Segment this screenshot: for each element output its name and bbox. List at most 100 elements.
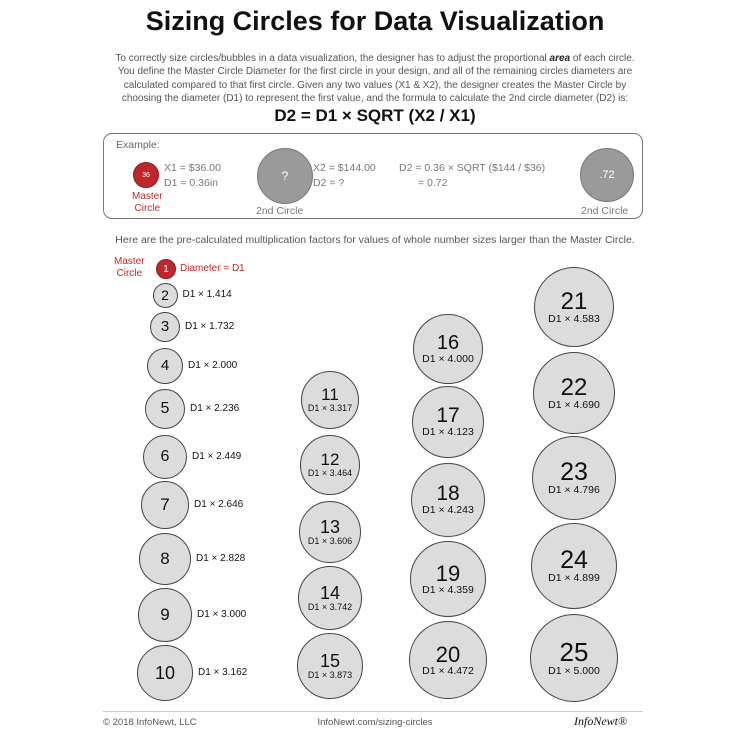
example-d1: D1 = 0.36in xyxy=(164,177,218,189)
circle-number: 2 xyxy=(161,286,169,303)
circle-factor-label: D1 × 2.828 xyxy=(196,553,246,564)
circle-factor-label: D1 × 1.732 xyxy=(185,321,235,332)
circle-number: 19 xyxy=(435,560,461,586)
footer-divider xyxy=(103,711,643,712)
circle-number: 10 xyxy=(154,662,176,683)
circle-factor-label: D1 × 4.583 xyxy=(548,312,600,325)
example-x1: X1 = $36.00 xyxy=(164,162,221,174)
circle-factor-label: D1 × 5.000 xyxy=(548,664,600,677)
size-circle-23: 23 D1 × 4.796 xyxy=(532,436,616,520)
size-circle-22: 22 D1 × 4.690 xyxy=(533,352,615,434)
size-circle-17: 17 D1 × 4.123 xyxy=(412,386,484,458)
formula: D2 = D1 × SQRT (X2 / X1) xyxy=(274,106,476,125)
footer-url[interactable]: InfoNewt.com/sizing-circles xyxy=(317,717,433,728)
example-result-circle: .72 xyxy=(580,148,634,202)
example-second-caption: 2nd Circle xyxy=(256,205,304,217)
example-master-caption-line2: Circle xyxy=(134,203,161,214)
master-legend-caption: Master Circle xyxy=(114,256,145,280)
footer-copyright: © 2018 InfoNewt, LLC xyxy=(103,717,197,728)
circle-number: 11 xyxy=(321,385,339,405)
circle-factor-label: D1 × 4.243 xyxy=(422,504,474,517)
circle-number: 7 xyxy=(160,495,170,515)
factors-note: Here are the pre-calculated multiplicati… xyxy=(115,234,635,246)
circle-factor-label: D1 × 1.414 xyxy=(182,289,232,300)
size-circle-24: 24 D1 × 4.899 xyxy=(531,523,617,609)
circle-factor-label: D1 × 2.236 xyxy=(190,403,240,414)
circle-number: 25 xyxy=(559,636,589,667)
example-master-caption: Master Circle xyxy=(132,191,163,215)
size-circle-4: 4 xyxy=(147,348,183,384)
circle-factor-label: D1 × 2.000 xyxy=(188,360,238,371)
circle-factor-label: D1 × 4.123 xyxy=(422,426,474,439)
circle-factor-label: D1 × 3.606 xyxy=(307,535,353,546)
circle-factor-label: D1 × 4.796 xyxy=(548,484,600,497)
size-circle-18: 18 D1 × 4.243 xyxy=(411,463,485,537)
circle-number: 14 xyxy=(319,582,341,603)
size-circle-6: 6 xyxy=(143,435,187,479)
example-master-circle: 36 xyxy=(133,162,159,188)
circle-factor-label: D1 × 4.000 xyxy=(422,352,474,365)
circle-factor-label: D1 × 2.449 xyxy=(192,451,242,462)
circle-number: 13 xyxy=(319,516,341,537)
size-circle-2: 2 xyxy=(152,282,178,308)
circle-number: 22 xyxy=(560,373,588,401)
master-legend-caption-line2: Circle xyxy=(116,268,143,279)
intro-emphasis: area xyxy=(549,53,571,64)
circle-number: 18 xyxy=(436,482,460,506)
circle-factor-label: D1 × 4.899 xyxy=(548,572,600,585)
circle-factor-label: D1 × 3.742 xyxy=(307,601,353,612)
size-circle-21: 21 D1 × 4.583 xyxy=(534,267,614,347)
size-circle-20: 20 D1 × 4.472 xyxy=(409,621,487,699)
example-result-value: .72 xyxy=(599,169,615,181)
size-circle-25: 25 D1 × 5.000 xyxy=(530,614,618,702)
circle-number: 4 xyxy=(160,357,170,375)
size-circle-7: 7 xyxy=(141,481,189,529)
circle-factor-label: D1 × 3.873 xyxy=(307,669,353,680)
intro-part2: of each circle. You define the Master Ci… xyxy=(117,53,635,104)
circle-number: 5 xyxy=(160,399,170,417)
circle-factor-label: D1 × 4.690 xyxy=(548,398,600,411)
example-box: Example: 36 Master Circle X1 = $36.00 D1… xyxy=(103,133,643,219)
circle-factor-label: D1 × 2.646 xyxy=(194,499,244,510)
example-label: Example: xyxy=(116,139,160,151)
example-x2: X2 = $144.00 xyxy=(313,162,376,174)
circle-factor-label: D1 × 3.317 xyxy=(307,402,353,413)
circle-factor-label: D1 × 3.162 xyxy=(198,667,248,678)
example-second-circle: ? xyxy=(257,148,313,204)
size-circle-8: 8 xyxy=(139,533,191,585)
size-circle-11: 11 D1 × 3.317 xyxy=(301,371,359,429)
intro-paragraph: To correctly size circles/bubbles in a d… xyxy=(110,52,640,105)
size-circle-14: 14 D1 × 3.742 xyxy=(298,566,362,630)
size-circle-19: 19 D1 × 4.359 xyxy=(410,541,486,617)
master-circle: 1 xyxy=(156,259,176,279)
page-title: Sizing Circles for Data Visualization xyxy=(145,6,605,36)
size-circle-5: 5 xyxy=(145,389,185,429)
size-circle-13: 13 D1 × 3.606 xyxy=(299,501,361,563)
example-master-value: 36 xyxy=(142,171,150,179)
circle-number: 15 xyxy=(319,650,341,671)
circle-number: 6 xyxy=(160,447,170,465)
intro-part1: To correctly size circles/bubbles in a d… xyxy=(115,53,550,64)
size-circle-16: 16 D1 × 4.000 xyxy=(413,314,483,384)
circle-factor-label: D1 × 3.464 xyxy=(307,467,353,478)
circle-factor-label: D1 × 4.472 xyxy=(422,664,474,677)
circle-number: 23 xyxy=(560,458,588,487)
circle-number: 20 xyxy=(435,641,461,667)
master-circle-number: 1 xyxy=(163,263,169,275)
circle-number: 9 xyxy=(160,605,170,625)
infonewt-logo: InfoNewt® xyxy=(574,714,628,728)
example-second-value: ? xyxy=(281,169,289,183)
size-circle-15: 15 D1 × 3.873 xyxy=(297,633,363,699)
size-circle-10: 10 xyxy=(137,645,193,701)
circle-number: 12 xyxy=(320,450,340,470)
circle-factor-label: D1 × 4.359 xyxy=(422,583,474,596)
example-d2: D2 = ? xyxy=(313,177,345,189)
circle-number: 16 xyxy=(436,331,460,354)
example-result-caption: 2nd Circle xyxy=(581,205,629,217)
size-circle-9: 9 xyxy=(138,588,192,642)
circle-number: 3 xyxy=(160,318,170,336)
circle-number: 8 xyxy=(160,549,170,569)
circle-number: 21 xyxy=(560,287,588,315)
size-circle-12: 12 D1 × 3.464 xyxy=(300,435,360,495)
size-circle-3: 3 xyxy=(150,312,180,342)
